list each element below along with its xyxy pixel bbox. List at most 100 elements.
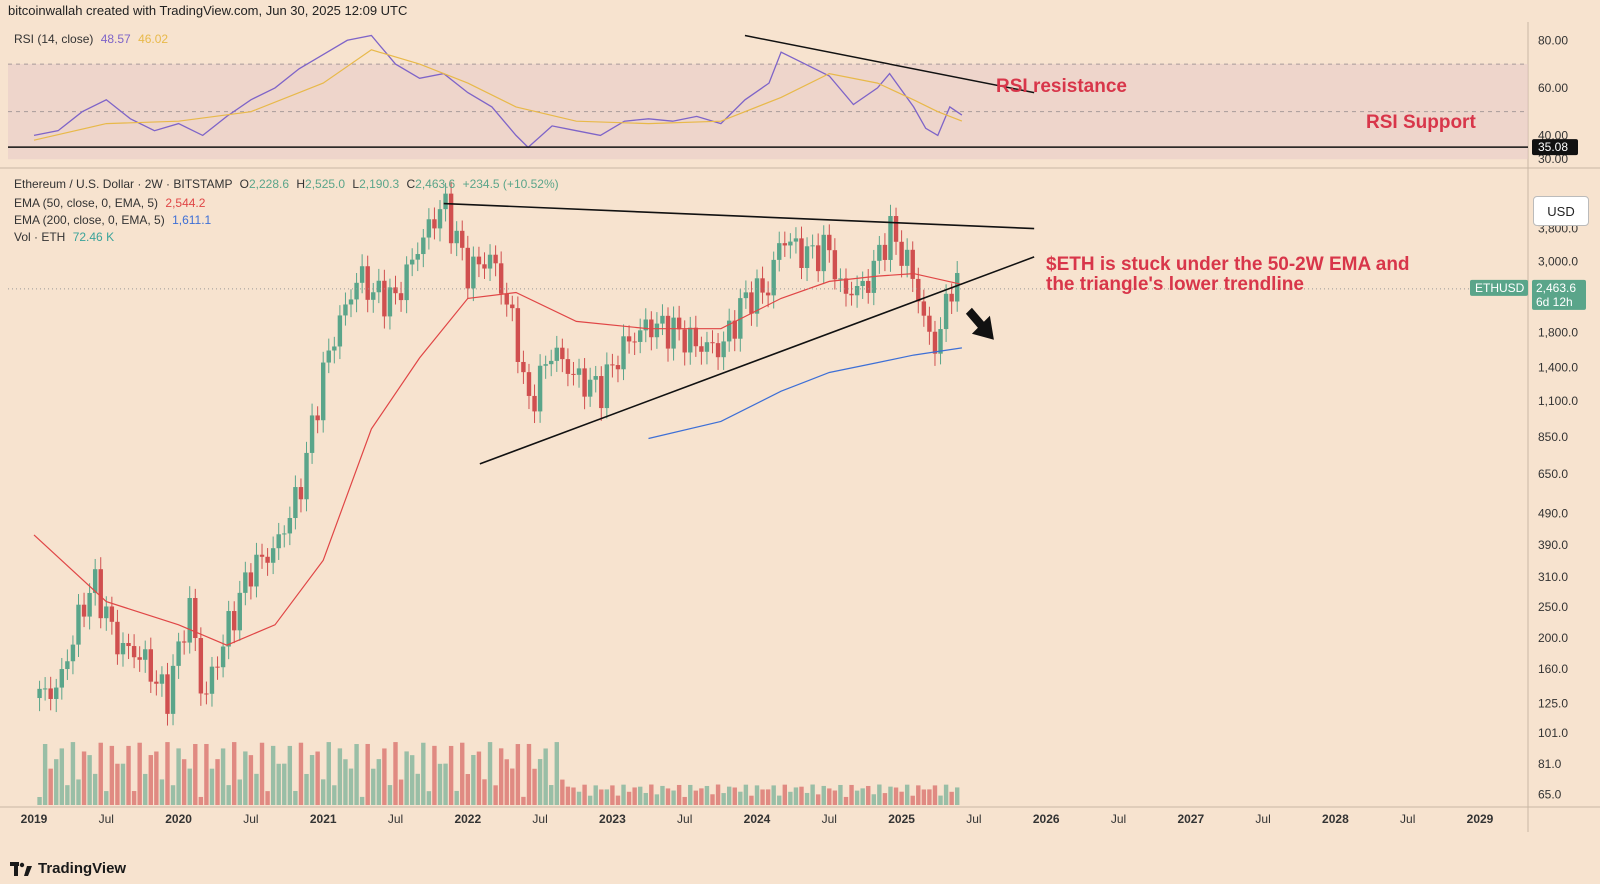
volume-bar <box>42 744 48 805</box>
candle-body <box>220 646 226 668</box>
candle-body <box>893 216 899 242</box>
candle-body <box>409 259 415 265</box>
candle-body <box>70 644 76 662</box>
time-axis-label: 2019 <box>21 812 48 826</box>
candle-body <box>638 330 643 342</box>
candle-body <box>421 237 426 255</box>
volume-bar <box>955 787 960 805</box>
volume-bar <box>638 786 643 805</box>
candle-body <box>493 254 498 264</box>
volume-bar <box>476 751 482 805</box>
currency-button[interactable]: USD <box>1533 196 1589 226</box>
price-tick-label: 160.0 <box>1538 662 1568 676</box>
chart-svg[interactable]: 80.0060.0040.0030.0035.083,800.03,000.02… <box>0 22 1600 853</box>
volume-bar <box>927 789 932 805</box>
volume-bar <box>582 784 587 805</box>
volume-bar <box>788 791 793 805</box>
candle-body <box>621 336 626 370</box>
candle-body <box>955 273 960 302</box>
volume-bar <box>48 768 53 805</box>
volume-bar <box>204 743 209 805</box>
candle-body <box>226 611 231 647</box>
candle-body <box>454 230 459 244</box>
volume-bar <box>76 779 81 805</box>
candle-body <box>248 572 254 587</box>
rsi-value: 48.57 <box>100 32 131 46</box>
candle-body <box>215 666 220 668</box>
volume-bar <box>421 742 426 805</box>
candle-body <box>543 364 548 366</box>
volume-bar <box>877 784 882 805</box>
candle-body <box>899 241 904 266</box>
volume-bar <box>899 791 904 805</box>
candle-body <box>515 308 521 362</box>
candle-body <box>382 280 387 317</box>
volume-bar <box>599 789 604 805</box>
volume-bar <box>688 784 693 805</box>
volume-bar <box>510 768 515 805</box>
candle-body <box>676 317 682 330</box>
candle-body <box>321 362 326 421</box>
eth-annotation-line2: the triangle's lower trendline <box>1046 274 1304 295</box>
volume-bar <box>815 794 821 805</box>
volume-value: 72.46 K <box>72 230 115 244</box>
rsi-ma-line <box>33 49 963 141</box>
candle-body <box>482 264 487 269</box>
candle-body <box>777 243 782 260</box>
time-axis-label: 2021 <box>310 812 337 826</box>
candle-body <box>326 350 331 363</box>
candle-body <box>943 293 949 330</box>
volume-bar <box>465 774 470 805</box>
volume-bar <box>560 779 565 805</box>
candle-body <box>76 604 81 645</box>
candle-body <box>510 304 515 309</box>
volume-bar <box>765 789 771 805</box>
candle-body <box>521 361 526 373</box>
volume-bar <box>682 796 687 805</box>
candle-body <box>460 230 465 248</box>
volume-bar <box>81 751 87 805</box>
volume-bar <box>743 784 749 805</box>
volume-bar <box>276 763 281 805</box>
ema200-value: 1,611.1 <box>172 213 212 227</box>
volume-bar <box>387 785 393 805</box>
candle-body <box>198 638 204 694</box>
volume-bar <box>332 785 337 805</box>
volume-bar <box>54 759 59 805</box>
volume-bar <box>916 785 921 805</box>
volume-bar <box>632 787 637 805</box>
volume-bar <box>120 763 126 805</box>
candle-body <box>354 282 359 300</box>
price-tick-label: 850.0 <box>1538 430 1568 444</box>
volume-bar <box>137 742 142 805</box>
candle-body <box>126 642 131 647</box>
rsi-legend: RSI (14, close) 48.57 46.02 <box>14 32 168 46</box>
price-tick-label: 1,400.0 <box>1538 360 1578 374</box>
volume-bar <box>371 768 376 805</box>
down-arrow-icon <box>965 307 994 340</box>
volume-bar <box>921 789 927 805</box>
candle-body <box>849 293 854 296</box>
volume-bar <box>782 784 788 805</box>
volume-bar <box>604 789 610 805</box>
candle-body <box>298 487 304 500</box>
candle-body <box>660 315 665 324</box>
candle-body <box>587 379 593 397</box>
candle-body <box>398 293 404 301</box>
price-tick-label: 65.0 <box>1538 787 1562 801</box>
volume-bar <box>220 748 226 805</box>
volume-bar <box>382 748 387 805</box>
chart-frame[interactable]: 80.0060.0040.0030.0035.083,800.03,000.02… <box>0 22 1600 853</box>
candle-body <box>721 341 726 358</box>
volume-bar <box>448 745 454 805</box>
volume-bar <box>893 787 899 805</box>
volume-group <box>37 742 960 805</box>
candle-body <box>626 336 632 342</box>
candle-body <box>582 368 587 397</box>
candle-body <box>554 347 559 361</box>
candle-body <box>565 359 571 374</box>
rsi-tick-label: 60.00 <box>1538 81 1568 95</box>
candle-body <box>888 216 893 260</box>
volume-bar <box>777 795 782 805</box>
volume-bar <box>270 745 276 805</box>
